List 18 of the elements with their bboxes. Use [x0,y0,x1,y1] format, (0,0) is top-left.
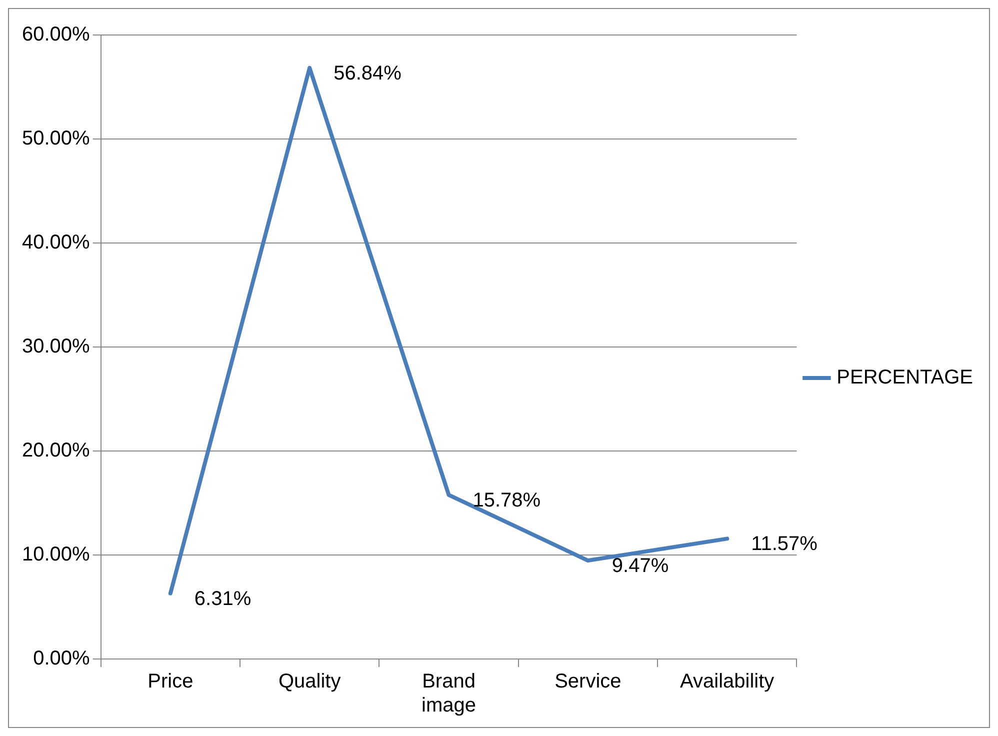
y-tick-label: 30.00% [22,336,90,358]
y-tick-label: 60.00% [22,24,90,46]
x-tick-label: Price [148,670,194,693]
data-label: 9.47% [612,555,669,578]
y-tick-label: 20.00% [22,440,90,462]
data-label: 15.78% [472,489,541,512]
x-tick-label: Brand image [422,670,476,717]
y-tick-label: 10.00% [22,544,90,566]
x-tick-label: Quality [278,670,341,693]
y-tick-label: 50.00% [22,128,90,150]
y-tick-label: 0.00% [33,648,90,670]
x-tick-label: Service [554,670,622,693]
data-label: 6.31% [194,588,252,610]
data-label: 56.84% [334,62,402,84]
y-tick-label: 40.00% [22,232,90,254]
data-label: 11.57% [751,533,818,556]
x-tick-label: Availability [680,670,774,693]
legend-label: PERCENTAGE [836,366,974,389]
